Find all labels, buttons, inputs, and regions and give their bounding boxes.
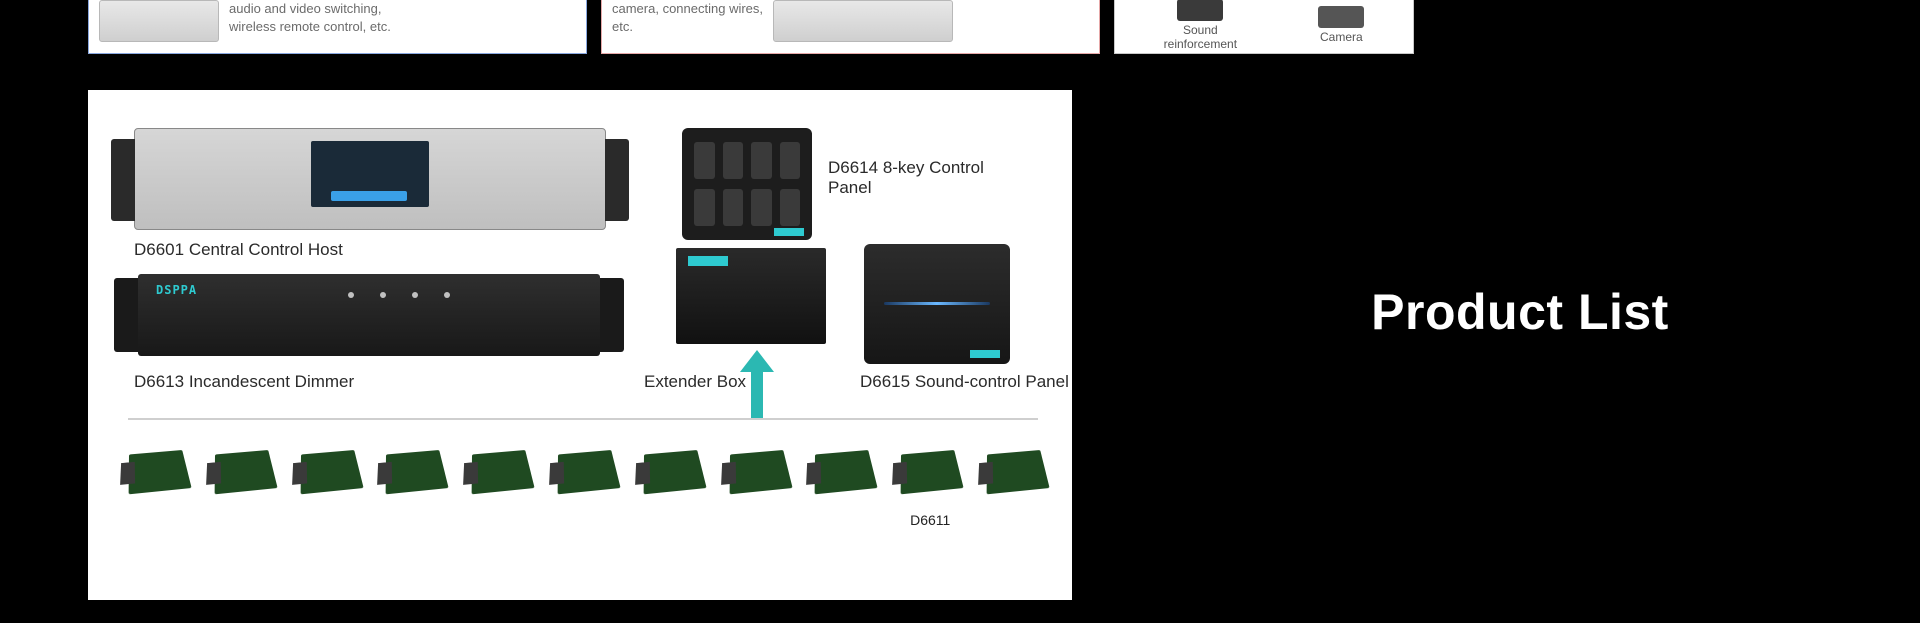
module-card-d6608: D6608	[637, 442, 709, 528]
module-card-illustration	[640, 442, 706, 506]
arrow-icon	[740, 350, 774, 418]
top-box-2-thumb	[773, 0, 953, 42]
soundpanel-brand-tag	[970, 350, 1000, 358]
module-card-illustration	[125, 442, 191, 506]
d6614-label: D6614 8-key Control Panel	[828, 158, 1008, 198]
top-box-2-caption: camera, connecting wires, etc.	[612, 0, 763, 36]
module-card-label: D6611	[894, 512, 966, 528]
section-divider	[128, 418, 1038, 420]
module-card-d6604: D6604	[294, 442, 366, 528]
extender-box-illustration	[676, 248, 826, 344]
module-card-d6607: D6607	[551, 442, 623, 528]
d6615-label: D6615 Sound-control Panel	[860, 372, 1069, 392]
d6614-keypad-illustration	[682, 128, 812, 240]
module-card-d6603: D6603	[208, 442, 280, 528]
extender-box-label: Extender Box	[644, 372, 746, 392]
top-box-2: camera, connecting wires, etc.	[601, 0, 1100, 54]
sidebar-title-area: Product List	[1120, 0, 1920, 623]
module-card-illustration	[382, 442, 448, 506]
module-card-illustration	[468, 442, 534, 506]
keypad-brand-tag	[774, 228, 804, 236]
module-card-d6602: D6602	[122, 442, 194, 528]
d6615-soundpanel-illustration	[864, 244, 1010, 364]
module-card-illustration	[554, 442, 620, 506]
d6613-label: D6613 Incandescent Dimmer	[134, 372, 354, 392]
dimmer-brand: DSPPA	[156, 284, 197, 296]
host-screen	[311, 141, 429, 207]
module-card-d6612: D6612	[980, 442, 1052, 528]
module-card-d6610: D6610	[809, 442, 881, 528]
module-card-illustration	[811, 442, 877, 506]
top-strip: audio and video switching, wireless remo…	[88, 0, 1100, 54]
page-title: Product List	[1371, 283, 1669, 341]
d6601-label: D6601 Central Control Host	[134, 240, 343, 260]
dimmer-indicators	[348, 292, 450, 298]
d6601-host-illustration	[134, 128, 606, 230]
module-card-illustration	[726, 442, 792, 506]
module-card-illustration	[897, 442, 963, 506]
top-box-1-thumb	[99, 0, 219, 42]
d6613-dimmer-illustration: DSPPA	[138, 274, 600, 356]
top-box-1: audio and video switching, wireless remo…	[88, 0, 587, 54]
module-card-illustration	[297, 442, 363, 506]
diagram-panel: D6601 Central Control Host DSPPA D6613 I…	[88, 90, 1072, 600]
module-card-d6609: D6609	[723, 442, 795, 528]
module-card-d6606: D6606	[465, 442, 537, 528]
module-card-d6605: D6605	[379, 442, 451, 528]
top-box-1-caption: audio and video switching, wireless remo…	[229, 0, 391, 36]
module-card-illustration	[211, 442, 277, 506]
module-card-illustration	[983, 442, 1049, 506]
card-row: D6602D6603D6604D6605D6606D6607D6608D6609…	[122, 442, 1052, 528]
module-card-d6611: D6611	[894, 442, 966, 528]
